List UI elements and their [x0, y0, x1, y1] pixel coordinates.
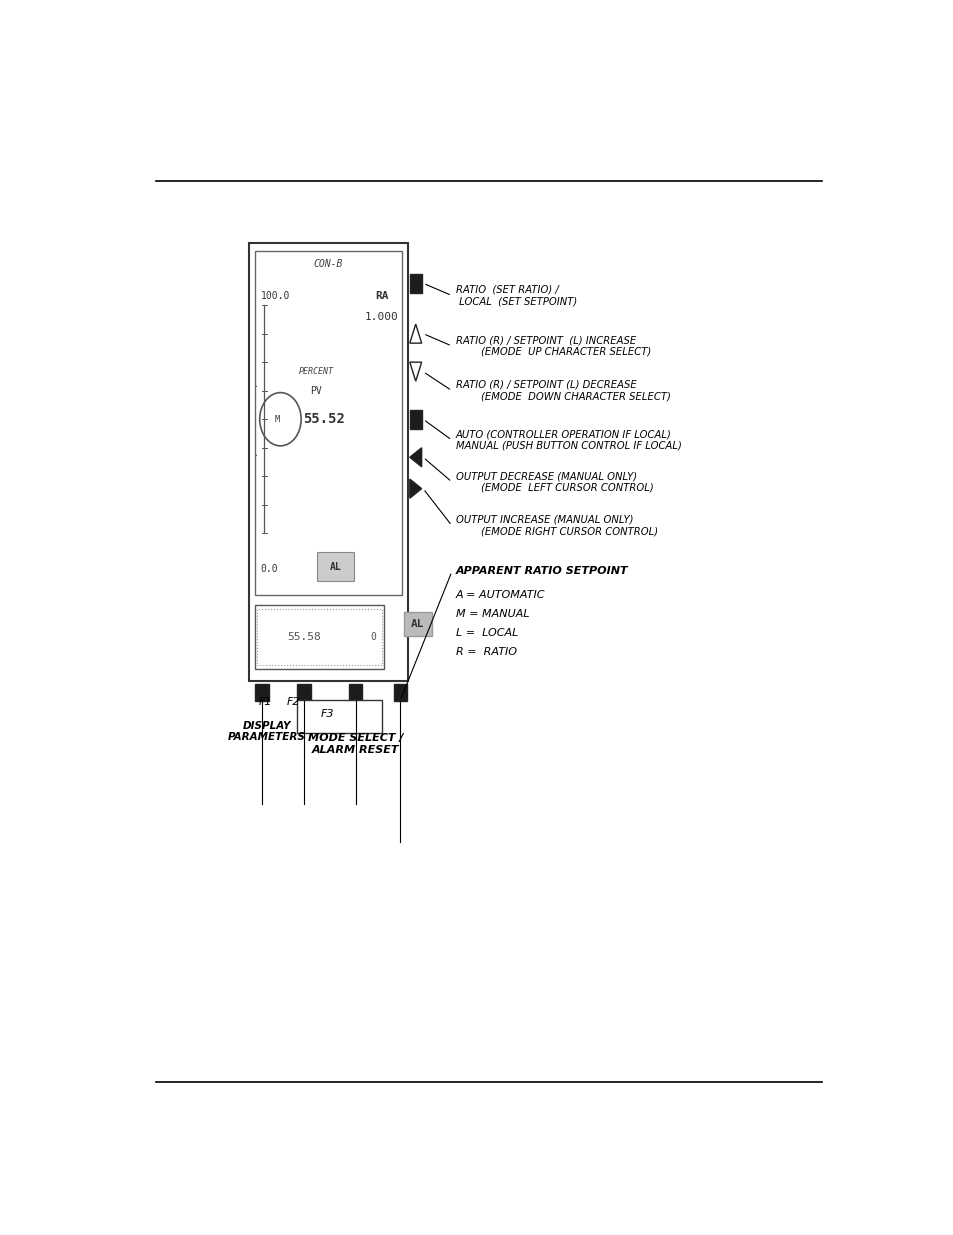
FancyBboxPatch shape: [410, 410, 421, 429]
Text: M: M: [274, 415, 279, 424]
Polygon shape: [410, 479, 421, 498]
Text: OUTPUT DECREASE (MANUAL ONLY)
        (EMODE  LEFT CURSOR CONTROL): OUTPUT DECREASE (MANUAL ONLY) (EMODE LEF…: [456, 472, 653, 493]
FancyBboxPatch shape: [403, 611, 432, 636]
Text: OUTPUT INCREASE (MANUAL ONLY)
        (EMODE RIGHT CURSOR CONTROL): OUTPUT INCREASE (MANUAL ONLY) (EMODE RIG…: [456, 515, 657, 536]
Text: AL: AL: [330, 562, 341, 572]
Text: RATIO  (SET RATIO) /
 LOCAL  (SET SETPOINT): RATIO (SET RATIO) / LOCAL (SET SETPOINT): [456, 285, 577, 306]
FancyBboxPatch shape: [249, 243, 407, 680]
Text: L =  LOCAL: L = LOCAL: [456, 629, 517, 638]
Text: 1.000: 1.000: [365, 312, 398, 322]
FancyBboxPatch shape: [394, 684, 406, 700]
Polygon shape: [410, 448, 421, 467]
Text: PERCENT: PERCENT: [298, 367, 334, 377]
Text: M = MANUAL: M = MANUAL: [456, 609, 529, 619]
Text: 0: 0: [371, 632, 376, 642]
FancyBboxPatch shape: [255, 684, 269, 700]
Polygon shape: [410, 362, 421, 382]
Text: RATIO (R) / SETPOINT (L) DECREASE
        (EMODE  DOWN CHARACTER SELECT): RATIO (R) / SETPOINT (L) DECREASE (EMODE…: [456, 380, 670, 401]
Text: PV: PV: [310, 385, 321, 395]
FancyBboxPatch shape: [349, 684, 362, 700]
Text: 0.0: 0.0: [260, 563, 277, 573]
FancyBboxPatch shape: [410, 274, 421, 293]
Text: CON-B: CON-B: [314, 259, 342, 269]
Text: DISPLAY
PARAMETERS: DISPLAY PARAMETERS: [228, 721, 306, 742]
FancyBboxPatch shape: [254, 605, 383, 669]
FancyBboxPatch shape: [317, 552, 354, 580]
Text: MODE SELECT /
ALARM RESET: MODE SELECT / ALARM RESET: [308, 734, 403, 755]
Text: 100.0: 100.0: [260, 290, 290, 300]
Polygon shape: [410, 324, 421, 343]
Text: F3: F3: [320, 709, 335, 719]
Text: R =  RATIO: R = RATIO: [456, 647, 517, 657]
Text: AUTO (CONTROLLER OPERATION IF LOCAL)
MANUAL (PUSH BUTTON CONTROL IF LOCAL): AUTO (CONTROLLER OPERATION IF LOCAL) MAN…: [456, 430, 680, 451]
FancyBboxPatch shape: [254, 251, 401, 595]
Text: RATIO (R) / SETPOINT  (L) INCREASE
        (EMODE  UP CHARACTER SELECT): RATIO (R) / SETPOINT (L) INCREASE (EMODE…: [456, 335, 650, 357]
FancyBboxPatch shape: [297, 684, 311, 700]
Text: .: .: [254, 380, 259, 389]
Text: APPARENT RATIO SETPOINT: APPARENT RATIO SETPOINT: [456, 567, 628, 577]
Text: AL: AL: [411, 619, 424, 629]
FancyBboxPatch shape: [296, 700, 381, 734]
Text: F1: F1: [258, 697, 273, 706]
Text: F2: F2: [287, 697, 300, 706]
Text: A = AUTOMATIC: A = AUTOMATIC: [456, 590, 544, 600]
Text: .: .: [254, 450, 259, 458]
Text: RA: RA: [375, 290, 389, 300]
Text: 55.58: 55.58: [287, 632, 320, 642]
Text: 55.52: 55.52: [302, 412, 344, 426]
